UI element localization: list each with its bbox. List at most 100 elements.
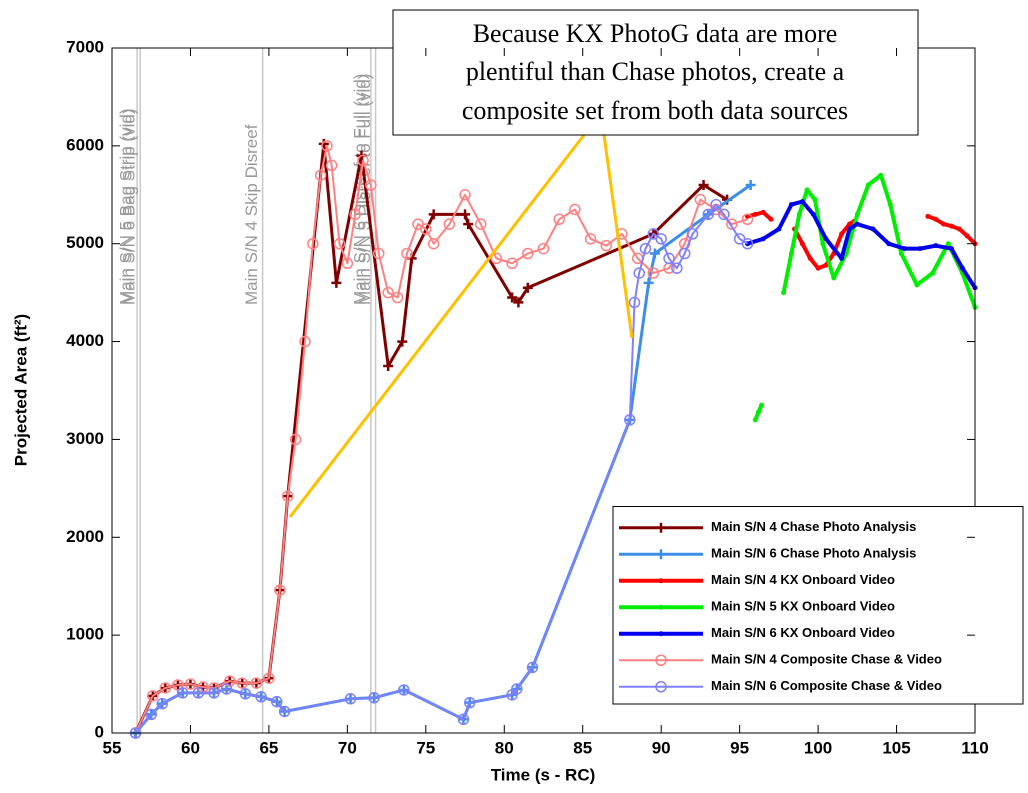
marker [633,267,645,279]
marker [307,237,319,250]
legend-label: Main S/N 4 Composite Chase & Video [711,652,942,667]
marker [781,290,787,296]
marker [878,172,884,178]
marker [854,221,860,227]
y-tick-label: 7000 [66,37,104,56]
marker [643,277,654,288]
marker [490,252,503,265]
marker [726,218,738,230]
marker [686,228,699,240]
marker [263,672,275,684]
marker [823,236,829,242]
marker [299,335,311,348]
marker [443,218,456,230]
x-axis-label: Time (s - RC) [491,765,596,784]
marker [401,247,413,260]
legend-label: Main S/N 5 KX Onboard Video [711,599,895,614]
marker [914,282,920,288]
marker [569,203,581,216]
marker [274,584,286,596]
marker [760,236,766,242]
marker [755,409,761,415]
marker [522,282,533,293]
legend-marker [656,549,666,560]
x-tick-label: 90 [652,738,671,757]
y-tick-label: 6000 [66,135,104,154]
marker [318,138,329,149]
marker [553,213,565,225]
marker [812,197,818,203]
marker [741,237,754,250]
marker [341,257,354,270]
x-tick-label: 80 [495,738,514,757]
legend-marker [658,578,664,584]
legend-label: Main S/N 6 Chase Photo Analysis [711,546,916,561]
marker [956,226,962,232]
marker [799,241,805,247]
marker [933,243,939,249]
marker [964,233,970,239]
marker [281,490,294,502]
marker [887,202,893,208]
marker [474,218,487,230]
marker [184,678,197,690]
marker [507,292,518,303]
legend-label: Main S/N 4 KX Onboard Video [711,572,895,587]
legend-marker [658,631,664,637]
marker [870,226,876,232]
marker [600,239,613,252]
marker [917,246,923,252]
series [744,199,978,291]
legend-label: Main S/N 6 KX Onboard Video [711,625,895,640]
marker [760,209,766,215]
marker [846,226,852,232]
x-tick-label: 65 [259,738,278,757]
x-tick-label: 85 [573,738,592,757]
y-tick-label: 5000 [66,233,104,252]
marker [820,241,826,247]
marker [839,255,845,261]
marker [898,251,904,256]
marker [391,291,404,304]
marker [584,233,597,245]
series-line [746,199,977,289]
marker [511,683,523,695]
x-tick-label: 110 [961,738,988,757]
callout-line [602,134,634,339]
y-tick-label: 4000 [66,331,104,350]
marker [759,402,765,408]
marker [804,187,810,193]
marker [698,180,709,190]
marker [156,697,168,710]
marker [331,277,342,288]
marker [522,247,534,260]
marker [788,202,794,208]
y-tick-label: 2000 [66,527,104,546]
legend-marker [658,604,664,610]
marker [839,231,845,237]
marker [513,297,524,308]
marker [420,223,432,235]
marker [459,189,471,201]
marker [694,193,707,206]
event-label: Main S/N 6 Bag Strip (vid) [120,108,139,305]
y-tick-label: 0 [95,722,104,741]
y-axis-label: Projected Area (ft²) [11,314,30,466]
marker [239,688,252,700]
legend: Main S/N 4 Chase Photo Analysis Main S/N … [612,506,1024,705]
legend-label: Main S/N 4 Chase Photo Analysis [711,519,916,534]
marker [831,275,837,281]
marker [325,159,338,172]
marker [383,361,394,372]
marker [702,208,715,221]
legend-label: Main S/N 6 Composite Chase & Video [711,678,942,693]
marker [930,270,936,276]
callout-text: Because KX PhotoG data are more [473,19,838,48]
marker [271,695,283,708]
marker [948,246,954,252]
x-tick-label: 100 [804,738,832,757]
marker [250,677,263,689]
marker [321,140,333,152]
marker [526,661,539,674]
